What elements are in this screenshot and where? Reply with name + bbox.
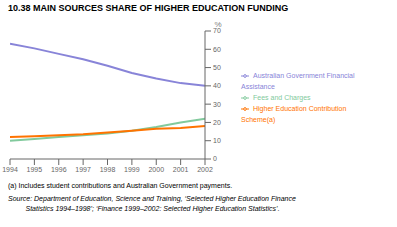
svg-text:1998: 1998: [100, 166, 116, 173]
svg-text:1995: 1995: [27, 166, 43, 173]
svg-text:2002: 2002: [197, 166, 213, 173]
html-text:Source: Department of Educatio: Source: Department of Education, Science…: [8, 195, 296, 202]
svg-text:10: 10: [213, 137, 221, 144]
svg-text:60: 60: [213, 46, 221, 53]
svg-text:20: 20: [213, 119, 221, 126]
html-text:(a) Includes student contribut: (a) Includes student contributions and A…: [8, 182, 233, 189]
svg-text:2001: 2001: [173, 166, 189, 173]
html-text:Statistics 1994–1998’; ‘Financ: Statistics 1994–1998’; ‘Finance 1999–200…: [8, 205, 280, 212]
html-text:10.38 MAIN SOURCES SHARE OF HI: 10.38 MAIN SOURCES SHARE OF HIGHER EDUCA…: [8, 3, 289, 13]
svg-text:40: 40: [213, 82, 221, 89]
svg-text:1997: 1997: [75, 166, 91, 173]
svg-text:%: %: [214, 20, 221, 29]
svg-text:1996: 1996: [51, 166, 67, 173]
svg-text:30: 30: [213, 101, 221, 108]
html-text:Higher Education Contribution: Higher Education Contribution Scheme(a): [241, 104, 347, 123]
svg-text:1999: 1999: [124, 166, 140, 173]
html-text:Fees and Charges: Fees and Charges: [253, 93, 311, 101]
svg-text:2000: 2000: [148, 166, 164, 173]
svg-text:1994: 1994: [2, 166, 18, 173]
svg-text:0: 0: [213, 155, 217, 162]
svg-text:70: 70: [213, 27, 221, 35]
html-text:Australian Government Financia: Australian Government Financial Assistan…: [241, 71, 355, 90]
svg-text:50: 50: [213, 64, 221, 71]
